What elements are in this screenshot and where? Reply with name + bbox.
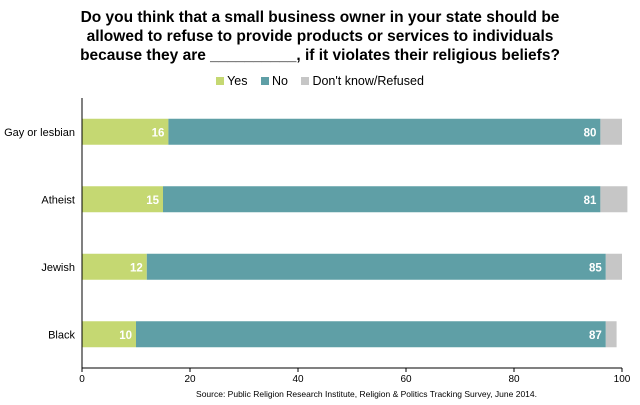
bar-segment-don-t-know-refused xyxy=(605,253,622,280)
legend-label: No xyxy=(271,74,288,88)
legend-label: Don't know/Refused xyxy=(312,74,424,88)
source-note: Source: Public Religion Research Institu… xyxy=(196,389,537,399)
chart-title-line: allowed to refuse to provide products or… xyxy=(86,28,554,45)
legend-swatch-dont-know xyxy=(301,77,310,85)
x-tick-label: 20 xyxy=(184,374,196,385)
bar-segment-yes xyxy=(82,118,169,145)
x-tick-label: 100 xyxy=(614,374,631,385)
data-label: 81 xyxy=(584,195,597,207)
chart-title: Do you think that a small business owner… xyxy=(0,8,640,65)
data-label: 15 xyxy=(146,195,159,207)
chart-title-line: because they are __________, if it viola… xyxy=(80,47,560,64)
bar-segment-yes xyxy=(82,186,163,213)
data-label: 80 xyxy=(584,127,597,139)
category-label: Jewish xyxy=(41,262,75,274)
x-tick-label: 0 xyxy=(79,374,85,385)
bar-segment-yes xyxy=(82,321,136,348)
legend-item-yes: Yes xyxy=(216,74,247,88)
data-label: 87 xyxy=(589,330,602,342)
data-label: 10 xyxy=(119,330,132,342)
bar-segment-don-t-know-refused xyxy=(600,186,628,213)
chart-title-line: Do you think that a small business owner… xyxy=(80,9,560,26)
x-tick-label: 80 xyxy=(508,374,520,385)
data-label: 16 xyxy=(152,127,165,139)
category-label: Atheist xyxy=(41,194,75,206)
bar-segment-no xyxy=(163,186,601,213)
data-label: 12 xyxy=(130,262,143,274)
category-label: Gay or lesbian xyxy=(4,127,75,139)
bar-segment-don-t-know-refused xyxy=(605,321,617,348)
bar-segment-don-t-know-refused xyxy=(600,118,622,145)
legend-swatch-yes xyxy=(216,77,225,85)
legend-swatch-no xyxy=(260,77,269,85)
legend-item-no: No xyxy=(260,74,288,88)
legend-label: Yes xyxy=(227,74,248,88)
bar-segment-no xyxy=(168,118,601,145)
chart-legend: Yes No Don't know/Refused xyxy=(0,74,640,88)
legend-item-dont-know: Don't know/Refused xyxy=(301,74,424,88)
category-label: Black xyxy=(48,329,75,341)
x-tick-label: 60 xyxy=(400,374,412,385)
bar-segment-no xyxy=(146,253,606,280)
x-tick-label: 40 xyxy=(292,374,304,385)
bar-segment-yes xyxy=(82,253,147,280)
data-label: 85 xyxy=(589,262,602,274)
bar-segment-no xyxy=(136,321,606,348)
